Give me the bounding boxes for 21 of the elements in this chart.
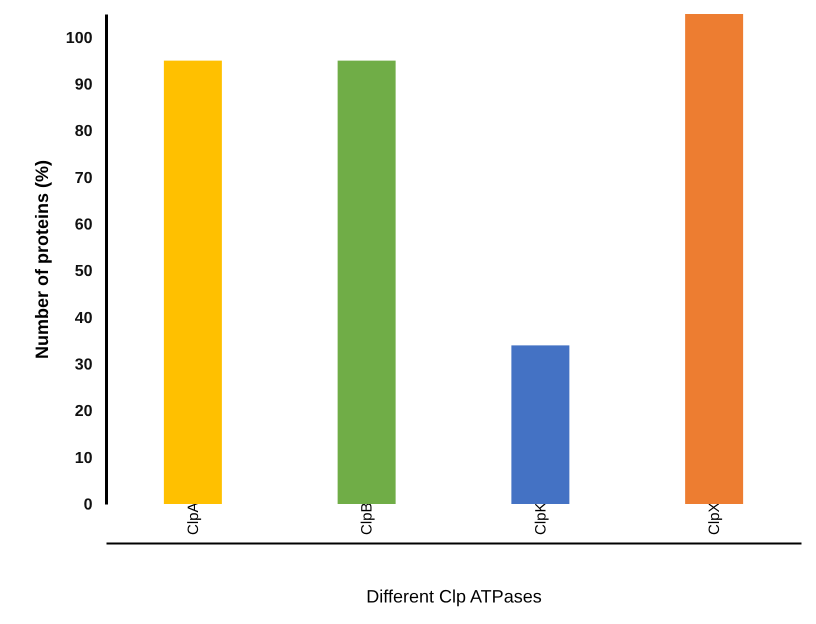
y-tick-label: 0	[84, 496, 93, 514]
y-tick-label: 90	[74, 76, 93, 94]
y-tick-label: 10	[74, 450, 93, 467]
y-tick-label: 80	[74, 123, 93, 140]
x-tick-label: ClpA	[184, 502, 202, 536]
y-tick-label: 60	[74, 216, 93, 234]
x-axis-title: Different Clp ATPases	[366, 586, 542, 606]
bar	[338, 60, 396, 504]
x-tick-label: ClpK	[532, 502, 550, 536]
bar	[164, 60, 222, 504]
x-tick-label: ClpX	[706, 502, 724, 536]
y-tick-label: 50	[74, 263, 93, 280]
y-tick-label: 30	[74, 356, 93, 374]
y-tick-label: 40	[74, 310, 93, 327]
y-tick-label: 100	[66, 30, 93, 47]
y-tick-label: 70	[74, 170, 93, 187]
x-tick-label: ClpB	[358, 502, 376, 536]
y-axis-title: Number of proteins (%)	[32, 160, 52, 360]
bar	[685, 14, 744, 504]
y-tick-label: 20	[74, 403, 93, 420]
bar	[511, 345, 570, 504]
